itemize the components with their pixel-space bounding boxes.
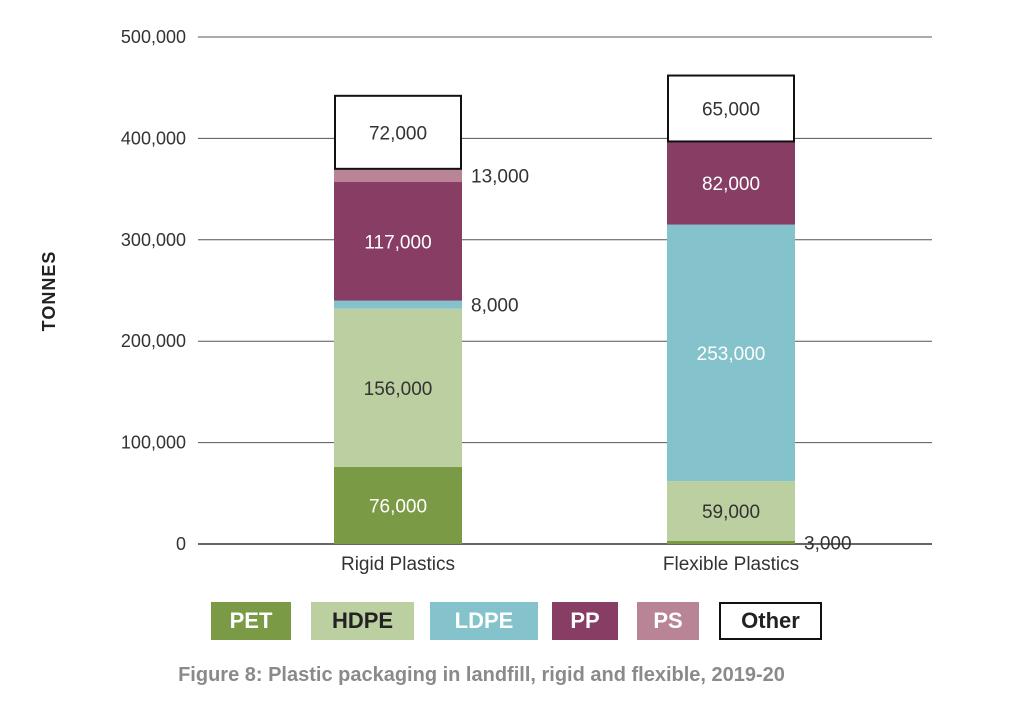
data-label: 3,000	[804, 533, 852, 554]
bar-segment-other	[334, 94, 462, 170]
y-tick-label: 0	[176, 534, 186, 554]
y-tick-label: 300,000	[121, 230, 186, 250]
bar-segment-ldpe	[334, 300, 462, 309]
data-label: 8,000	[471, 296, 519, 317]
y-tick-label: 500,000	[121, 27, 186, 47]
bar-segment-hdpe	[667, 481, 795, 541]
legend-item-ldpe: LDPE	[430, 602, 538, 640]
x-tick-label: Flexible Plastics	[663, 554, 799, 575]
legend-item-hdpe: HDPE	[311, 602, 414, 640]
bar-segment-ps	[334, 168, 462, 183]
data-label: 76,000	[369, 496, 427, 517]
data-label: 72,000	[369, 123, 427, 144]
x-tick-label: Rigid Plastics	[341, 554, 455, 575]
bar-segment-pp	[667, 141, 795, 225]
legend-item-pp: PP	[552, 602, 618, 640]
figure-caption: Figure 8: Plastic packaging in landfill,…	[178, 664, 785, 686]
data-label: 59,000	[702, 502, 760, 523]
bar-segment-other	[667, 74, 795, 143]
bar-segment-ldpe	[667, 224, 795, 482]
stacked-bar-chart: 0 100,000 200,000 300,000 400,000 500,000 TONN…	[39, 27, 932, 575]
y-tick-label: 100,000	[121, 433, 186, 453]
bar-segment-pet	[334, 466, 462, 544]
data-label: 13,000	[471, 166, 529, 187]
bar-segment-pp	[334, 182, 462, 301]
legend-item-pet: PET	[211, 602, 291, 640]
data-label: 253,000	[697, 344, 766, 365]
y-tick-label: 200,000	[121, 331, 186, 351]
y-tick-label: 400,000	[121, 128, 186, 148]
legend-item-ps: PS	[637, 602, 699, 640]
bar-segment-hdpe	[334, 308, 462, 467]
y-axis-title: TONNES	[39, 251, 59, 332]
legend: PET HDPE LDPE PP PS Other	[211, 602, 831, 642]
data-label: 117,000	[364, 232, 431, 253]
data-label: 65,000	[702, 99, 760, 120]
data-label: 82,000	[702, 174, 760, 195]
bar-segment-pet	[667, 540, 795, 544]
data-label: 156,000	[364, 379, 433, 400]
legend-item-other: Other	[719, 602, 822, 640]
